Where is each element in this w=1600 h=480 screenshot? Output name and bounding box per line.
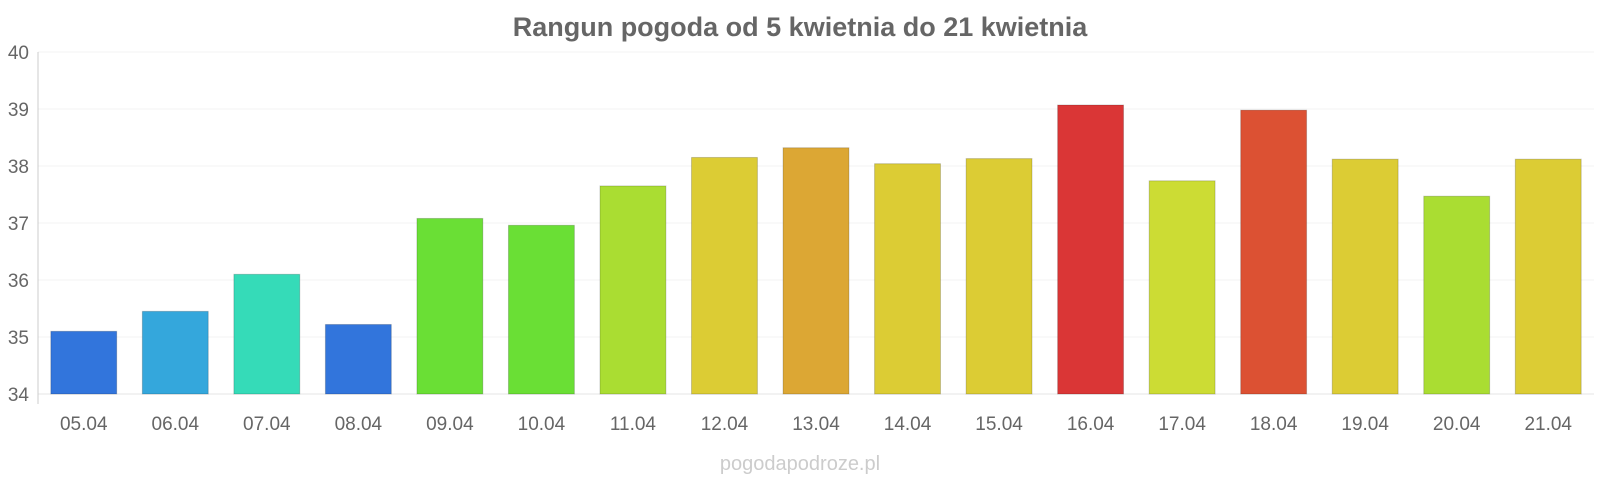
x-tick-label: 10.04 [518,414,566,435]
bar [1514,158,1582,395]
bar [599,185,667,395]
bar [782,147,850,395]
y-tick-label: 34 [8,385,30,406]
x-tick-label: 12.04 [701,414,749,435]
bars [50,104,1582,395]
y-tick-label: 37 [8,214,29,235]
x-tick-label: 17.04 [1158,414,1206,435]
bar [324,323,392,395]
bar [1331,158,1399,395]
x-tick-label: 11.04 [610,414,657,435]
x-tick-label: 19.04 [1341,414,1389,435]
y-tick-label: 36 [8,271,29,292]
x-tick-label: 21.04 [1524,414,1572,435]
bar [233,273,301,395]
bar [50,330,118,395]
bar [1148,180,1216,395]
x-tick-label: 07.04 [243,414,291,435]
bar [141,310,209,395]
bar [507,224,575,395]
bar [1057,104,1125,395]
bar [691,156,758,395]
y-tick-label: 35 [8,328,29,349]
chart-title: Rangun pogoda od 5 kwietnia do 21 kwietn… [513,12,1089,42]
x-tick-label: 15.04 [975,414,1023,435]
bar [416,217,484,395]
bar [1423,195,1491,395]
x-tick-label: 09.04 [426,414,474,435]
x-tick-label: 18.04 [1250,414,1298,435]
x-tick-label: 14.04 [884,414,932,435]
x-tick-label: 06.04 [152,414,200,435]
x-tick-label: 16.04 [1067,414,1115,435]
bar [1240,109,1308,395]
x-tick-label: 08.04 [335,414,383,435]
y-tick-label: 38 [8,157,29,178]
x-tick-label: 05.04 [60,414,108,435]
y-tick-label: 40 [8,43,29,64]
x-tick-label: 20.04 [1433,414,1481,435]
y-axis-ticks: 34 35 36 37 38 39 40 [8,43,30,406]
x-tick-label: 13.04 [792,414,840,435]
bar [965,158,1033,395]
bar [874,163,941,395]
y-tick-label: 39 [8,100,29,121]
credit-watermark: pogodapodroze.pl [720,453,880,475]
x-axis-ticks: 05.04 06.04 07.04 08.04 09.04 10.04 11.04 12.04… [60,414,1572,435]
